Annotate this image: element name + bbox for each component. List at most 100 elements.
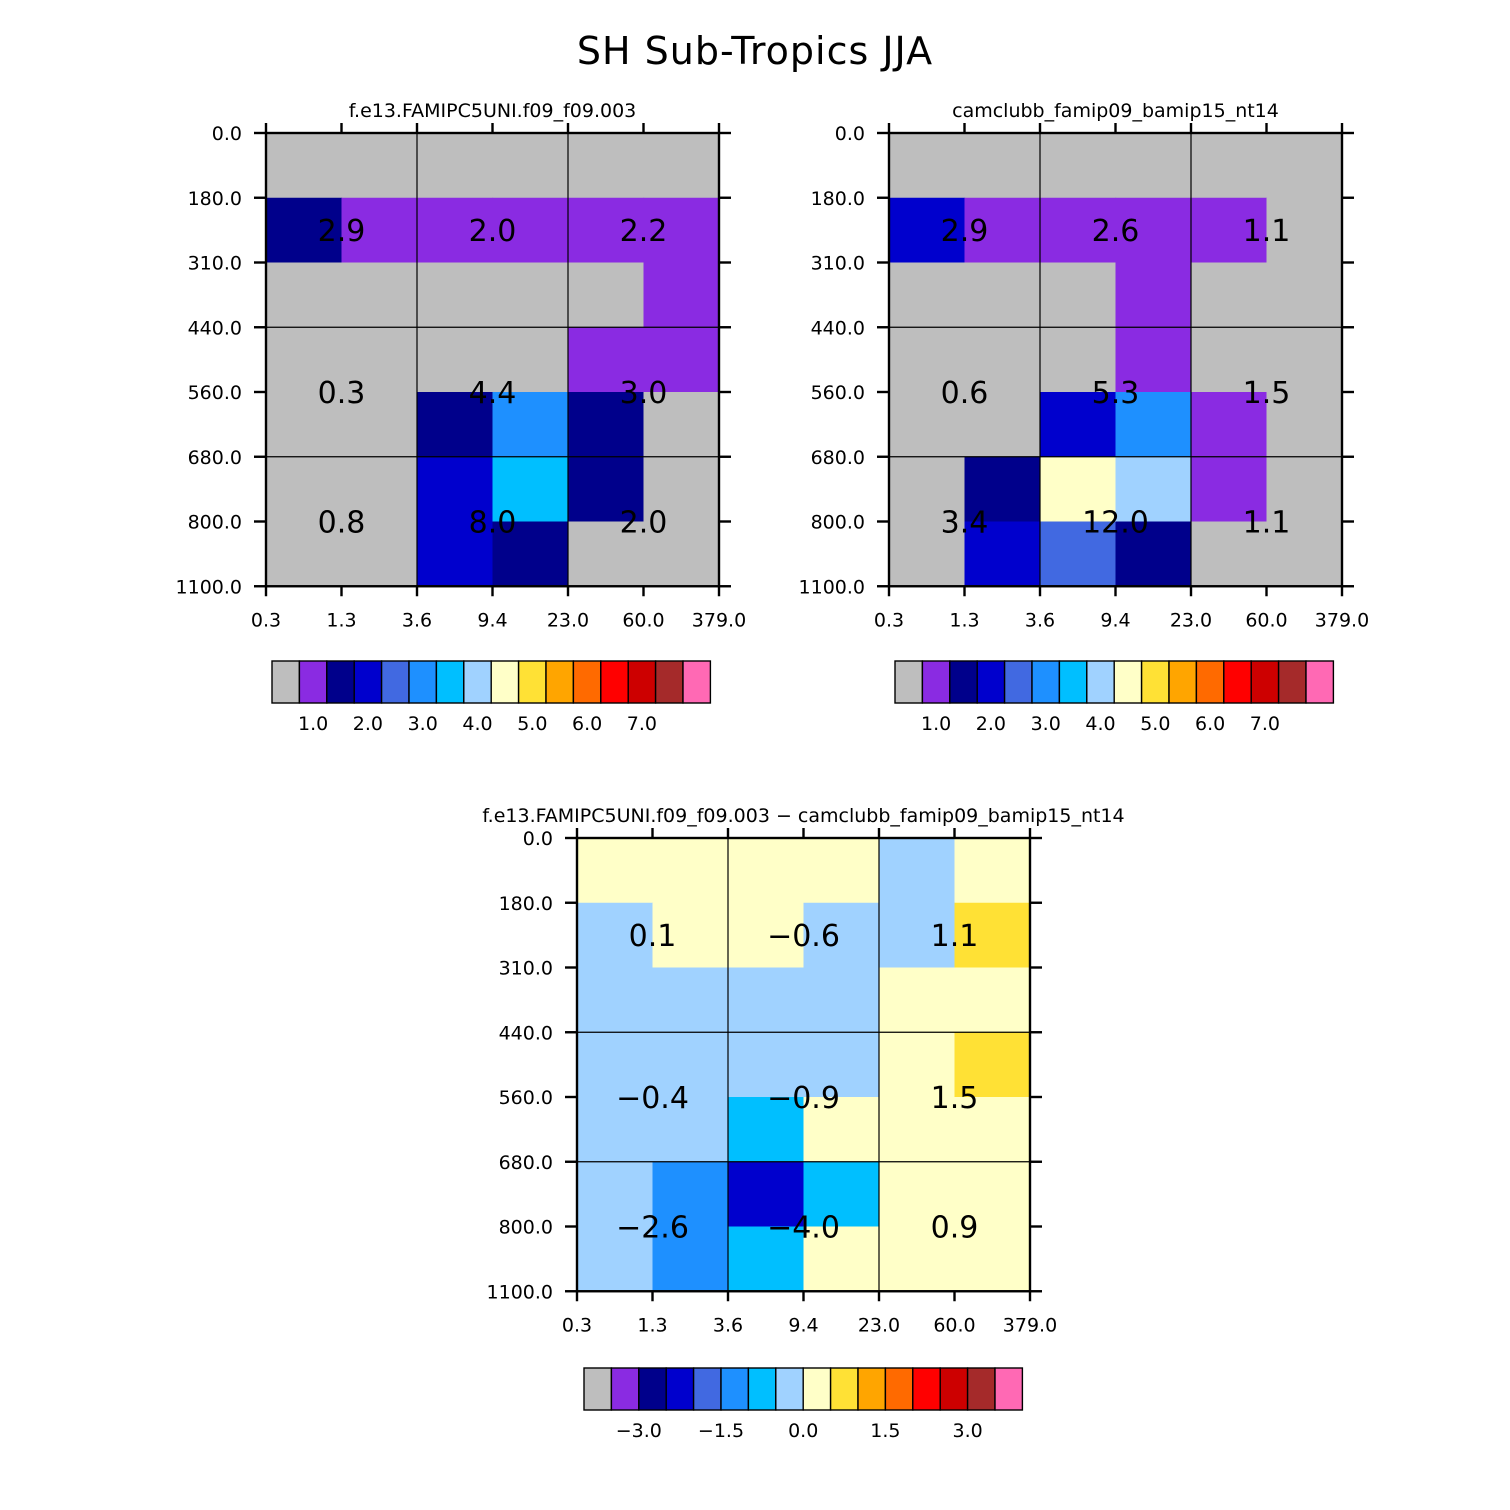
colorbar-box (994, 1367, 1024, 1411)
cell-value-label: 2.9 (941, 214, 989, 249)
heatmap-cell (889, 392, 966, 458)
cell-value-label: 8.0 (469, 506, 517, 541)
colorbar-box (1223, 660, 1252, 704)
heatmap-cell (803, 967, 880, 1033)
heatmap-cell (954, 1226, 1031, 1292)
heatmap-cell (652, 902, 729, 969)
cell-value-label: −0.4 (616, 1081, 689, 1116)
heatmap-cell (643, 197, 720, 264)
cell-value-label: −2.6 (616, 1211, 689, 1246)
heatmap-cell (652, 838, 729, 904)
colorbar-label: 2.0 (976, 713, 1006, 735)
y-tick-label: 800.0 (188, 512, 242, 534)
panel-top-right: camclubb_famip09_bamip15_nt14 0.3 1.3 3.6 9.… (799, 100, 1370, 735)
colorbar-label: 3.0 (408, 713, 438, 735)
cell-value-label: 4.4 (469, 376, 517, 411)
colorbar-box (1305, 660, 1335, 704)
cell-value-label: 1.5 (1243, 376, 1291, 411)
colorbar-box (912, 1367, 941, 1411)
heatmap-cell (1040, 456, 1117, 523)
y-tick-label: 560.0 (188, 382, 242, 404)
y-tick-label: 310.0 (811, 253, 865, 275)
heatmap-cell (577, 1226, 654, 1292)
x-tick-label: 9.4 (477, 609, 507, 631)
heatmap-cell (643, 133, 720, 199)
heatmap-cell (1040, 197, 1117, 264)
colorbar-label: 1.5 (870, 1420, 900, 1442)
cell-value-label: 2.6 (1092, 214, 1140, 249)
colorbar-box (638, 1367, 667, 1411)
heatmap-cell (803, 838, 880, 904)
heatmap-cell (341, 456, 418, 523)
colorbar-box (627, 660, 657, 704)
heatmap-cell (964, 262, 1041, 328)
heatmap-cell (568, 392, 645, 458)
x-tick-label: 60.0 (622, 609, 664, 631)
heatmap-cell (889, 456, 966, 523)
y-tick-label: 680.0 (811, 447, 865, 469)
cell-value-label: 0.3 (318, 376, 366, 411)
heatmap-cell (1266, 262, 1343, 328)
cell-value-label: 1.1 (931, 919, 979, 954)
heatmap-cell (964, 456, 1041, 523)
colorbar-label: 1.0 (298, 713, 328, 735)
heatmap-cell (341, 327, 418, 393)
colorbar-label: 2.0 (353, 713, 383, 735)
heatmap-cell (879, 1161, 956, 1228)
colorbar-box (408, 660, 438, 704)
heatmap-cell (652, 1097, 729, 1163)
heatmap-cell (728, 967, 805, 1033)
heatmap-cell (417, 262, 494, 328)
x-tick-label: 0.3 (874, 609, 904, 631)
heatmap-cell (803, 1032, 880, 1098)
heatmap-cell (1115, 133, 1192, 199)
x-tick-label: 60.0 (1245, 609, 1287, 631)
heatmap-cell (341, 197, 418, 264)
heatmap-cell (954, 838, 1031, 904)
colorbar-box (775, 1367, 804, 1411)
colorbar-box (326, 660, 355, 704)
heatmap-cell (341, 133, 418, 199)
heatmap-cell (643, 327, 720, 393)
colorbar-box (747, 1367, 777, 1411)
colorbar-box (1058, 660, 1088, 704)
colorbar-box (949, 660, 978, 704)
y-tick-label: 180.0 (499, 893, 553, 915)
colorbar-box (545, 660, 575, 704)
heatmap-cell (652, 1226, 729, 1292)
heatmap-cell (1266, 521, 1343, 587)
heatmap-cell (492, 392, 569, 458)
panel-top-left: f.e13.FAMIPC5UNI.f09_f09.003 0.3 1.3 3.6 9.4… (176, 100, 747, 735)
heatmap-cell (643, 521, 720, 587)
heatmap-cell (492, 521, 569, 587)
heatmap-cell (879, 838, 956, 904)
colorbar-box (572, 660, 602, 704)
cell-value-label: 1.1 (1243, 506, 1291, 541)
colorbar-box (884, 1367, 914, 1411)
cell-value-label: −4.0 (767, 1211, 840, 1246)
heatmap-cell (577, 967, 654, 1033)
colorbar-label: 5.0 (1140, 713, 1170, 735)
heatmap-cell (803, 902, 880, 969)
cell-value-label: 5.3 (1092, 376, 1140, 411)
heatmap-cell (1191, 197, 1268, 264)
panel-title: camclubb_famip09_bamip15_nt14 (952, 100, 1279, 122)
heatmap-cell (417, 521, 494, 587)
colorbar-box (665, 1367, 695, 1411)
heatmap-cell (492, 327, 569, 393)
colorbar-box (353, 660, 383, 704)
heatmap-cell (341, 521, 418, 587)
heatmap-cell (266, 521, 343, 587)
colorbar-box (921, 660, 951, 704)
y-tick-label: 440.0 (499, 1022, 553, 1044)
y-tick-label: 310.0 (188, 253, 242, 275)
heatmap-cell (1191, 327, 1268, 393)
heatmap-cell (803, 1161, 880, 1228)
colorbar-label: 1.0 (921, 713, 951, 735)
heatmap-cell (954, 902, 1031, 969)
heatmap-cell (643, 262, 720, 328)
heatmap-cell (1191, 456, 1268, 523)
heatmap-cell (1040, 262, 1117, 328)
heatmap-cell (889, 262, 966, 328)
